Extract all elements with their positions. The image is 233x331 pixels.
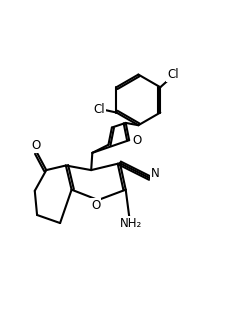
Text: O: O	[132, 134, 141, 147]
Text: O: O	[91, 199, 100, 212]
Text: O: O	[31, 139, 41, 152]
Text: Cl: Cl	[93, 103, 105, 116]
Text: N: N	[151, 167, 160, 180]
Text: Cl: Cl	[167, 68, 179, 81]
Text: NH₂: NH₂	[120, 216, 143, 230]
